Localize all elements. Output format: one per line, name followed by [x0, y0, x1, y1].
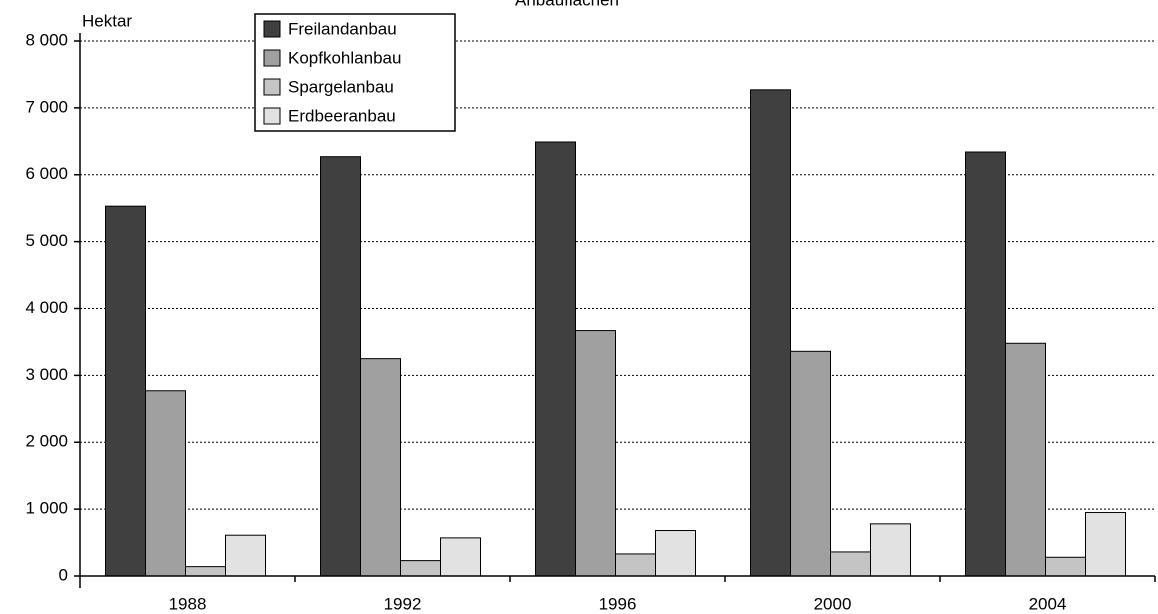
- legend-label: Kopfkohlanbau: [288, 48, 401, 67]
- x-tick-label: 1996: [599, 594, 637, 613]
- x-tick-label: 1988: [169, 594, 207, 613]
- bar: [185, 566, 226, 577]
- y-axis-label: Hektar: [82, 11, 132, 30]
- y-tick-label: 4 000: [25, 298, 68, 317]
- bar: [575, 330, 616, 577]
- legend-swatch: [263, 49, 281, 67]
- bar: [400, 560, 441, 577]
- x-tick-label: 1992: [384, 594, 422, 613]
- bar: [105, 205, 146, 577]
- bar: [535, 141, 576, 577]
- chart-title: Anbauflächen: [515, 0, 619, 9]
- y-tick-label: 8 000: [25, 30, 68, 49]
- legend-swatch: [263, 107, 281, 125]
- bar: [360, 358, 401, 577]
- bar: [1005, 342, 1046, 577]
- bar: [655, 530, 696, 577]
- bar: [1085, 511, 1126, 577]
- y-tick-label: 6 000: [25, 164, 68, 183]
- bar: [1045, 556, 1086, 577]
- bar: [440, 537, 481, 577]
- legend-label: Erdbeeranbau: [288, 106, 396, 125]
- bar: [790, 350, 831, 577]
- legend-label: Spargelanbau: [288, 77, 394, 96]
- bar: [615, 553, 656, 577]
- legend-swatch: [263, 78, 281, 96]
- legend-label: Freilandanbau: [288, 19, 397, 38]
- legend-box: [254, 13, 456, 132]
- bar: [965, 151, 1006, 577]
- bar: [320, 156, 361, 577]
- y-tick-label: 3 000: [25, 365, 68, 384]
- bar: [750, 89, 791, 577]
- y-tick-label: 1 000: [25, 499, 68, 518]
- x-tick-label: 2004: [1029, 594, 1067, 613]
- y-tick-label: 5 000: [25, 231, 68, 250]
- bar: [225, 534, 266, 577]
- x-tick-label: 2000: [814, 594, 852, 613]
- bar: [870, 523, 911, 577]
- bar: [830, 551, 871, 577]
- legend-swatch: [263, 20, 281, 38]
- y-tick-label: 0: [59, 565, 68, 584]
- y-tick-label: 2 000: [25, 432, 68, 451]
- bar: [145, 390, 186, 577]
- y-tick-label: 7 000: [25, 97, 68, 116]
